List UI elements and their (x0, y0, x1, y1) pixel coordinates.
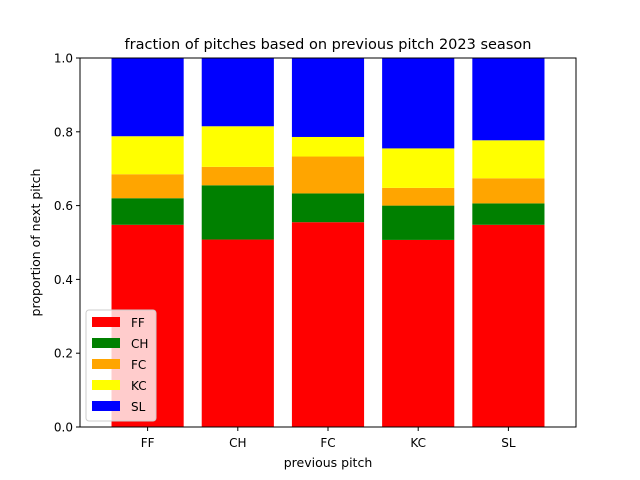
y-tick-label: 0.0 (54, 421, 73, 435)
legend-swatch-ff (92, 317, 120, 327)
legend-label-fc: FC (131, 358, 146, 372)
bar-ff-fc (111, 174, 184, 199)
bar-ff-sl (111, 58, 184, 137)
bar-ch-ch (201, 185, 274, 240)
bar-fc-sl (291, 58, 365, 137)
bar-fc-fc (291, 156, 365, 194)
x-tick-label-kc: KC (410, 436, 426, 450)
x-tick-label-fc: FC (320, 436, 335, 450)
bar-kc-kc (382, 148, 455, 188)
bar-kc-ff (382, 239, 455, 427)
y-axis-label: proportion of next pitch (28, 169, 43, 317)
bar-ch-fc (201, 166, 274, 186)
bar-kc-ch (382, 205, 455, 240)
bar-fc-ch (291, 193, 365, 223)
bar-kc-sl (382, 58, 455, 149)
x-tick-label-sl: SL (501, 436, 516, 450)
legend-label-sl: SL (131, 400, 146, 414)
bar-sl-ff (472, 224, 545, 427)
y-tick-label: 0.4 (54, 273, 73, 287)
legend-swatch-fc (92, 359, 120, 369)
legend: FF CH FC KC SL (85, 309, 157, 422)
legend-swatch-kc (92, 380, 120, 390)
x-tick-label-ff: FF (141, 436, 155, 450)
bar-sl-kc (472, 140, 545, 179)
x-axis-label: previous pitch (284, 455, 373, 470)
y-tick-label: 0.8 (54, 125, 73, 139)
x-tick-label-ch: CH (229, 436, 246, 450)
chart-title: fraction of pitches based on previous pi… (125, 37, 532, 53)
legend-swatch-sl (92, 401, 120, 411)
bar-ff-kc (111, 136, 184, 175)
legend-box (85, 309, 157, 422)
bar-sl-sl (472, 58, 545, 141)
bar-sl-ch (472, 203, 545, 225)
bar-sl-fc (472, 178, 545, 204)
y-tick-label: 0.2 (54, 347, 73, 361)
y-axis: 0.0 0.2 0.4 0.6 0.8 1.0 (54, 52, 80, 435)
bar-kc-fc (382, 187, 455, 206)
y-tick-label: 1.0 (54, 52, 73, 66)
bar-ch-kc (201, 126, 274, 167)
legend-label-ff: FF (131, 316, 145, 330)
bar-ch-sl (201, 58, 274, 127)
legend-label-ch: CH (131, 337, 148, 351)
bar-ch-ff (201, 239, 274, 427)
legend-swatch-ch (92, 338, 120, 348)
y-tick-label: 0.6 (54, 199, 73, 213)
legend-label-kc: KC (131, 379, 147, 393)
bar-fc-ff (291, 222, 365, 427)
bar-ff-ch (111, 198, 184, 225)
x-axis: FF CH FC KC SL (141, 427, 516, 450)
bars-group (111, 58, 545, 427)
bar-fc-kc (291, 136, 365, 157)
